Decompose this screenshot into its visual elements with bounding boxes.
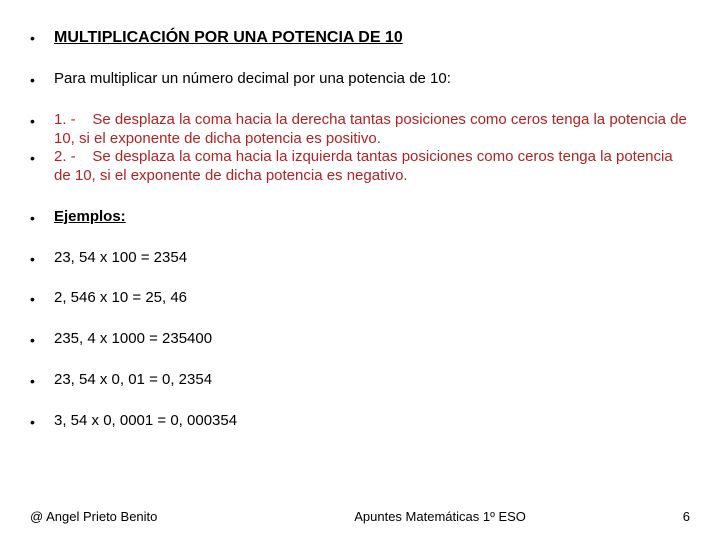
bullet-icon: • <box>30 330 54 349</box>
bullet-icon: • <box>30 371 54 390</box>
rule-item-1: • 1. - Se desplaza la coma hacia la dere… <box>30 111 690 149</box>
footer: @ Angel Prieto Benito Apuntes Matemática… <box>0 509 720 524</box>
bullet-list: • MULTIPLICACIÓN POR UNA POTENCIA DE 10 … <box>30 28 690 431</box>
bullet-icon: • <box>30 208 54 227</box>
example-item: • 23, 54 x 0, 01 = 0, 2354 <box>30 371 690 390</box>
slide-body: • MULTIPLICACIÓN POR UNA POTENCIA DE 10 … <box>0 0 720 431</box>
bullet-icon: • <box>30 412 54 431</box>
example-item: • 23, 54 x 100 = 2354 <box>30 249 690 268</box>
title-text: MULTIPLICACIÓN POR UNA POTENCIA DE 10 <box>54 28 690 48</box>
example-item: • 3, 54 x 0, 0001 = 0, 000354 <box>30 412 690 431</box>
example-text: 2, 546 x 10 = 25, 46 <box>54 289 690 308</box>
bullet-icon: • <box>30 289 54 308</box>
footer-center: Apuntes Matemáticas 1º ESO <box>157 509 682 524</box>
ejemplos-item: • Ejemplos: <box>30 208 690 227</box>
intro-item: • Para multiplicar un número decimal por… <box>30 70 690 89</box>
footer-author: @ Angel Prieto Benito <box>30 509 157 524</box>
example-text: 235, 4 x 1000 = 235400 <box>54 330 690 349</box>
example-text: 23, 54 x 100 = 2354 <box>54 249 690 268</box>
rule-item-2: • 2. - Se desplaza la coma hacia la izqu… <box>30 148 690 186</box>
footer-page: 6 <box>683 509 690 524</box>
example-item: • 235, 4 x 1000 = 235400 <box>30 330 690 349</box>
bullet-icon: • <box>30 28 54 47</box>
bullet-icon: • <box>30 148 54 167</box>
bullet-icon: • <box>30 111 54 130</box>
title-item: • MULTIPLICACIÓN POR UNA POTENCIA DE 10 <box>30 28 690 48</box>
example-item: • 2, 546 x 10 = 25, 46 <box>30 289 690 308</box>
intro-text: Para multiplicar un número decimal por u… <box>54 70 690 89</box>
rule1-text: 1. - Se desplaza la coma hacia la derech… <box>54 111 690 149</box>
example-text: 23, 54 x 0, 01 = 0, 2354 <box>54 371 690 390</box>
bullet-icon: • <box>30 70 54 89</box>
rule2-text: 2. - Se desplaza la coma hacia la izquie… <box>54 148 690 186</box>
ejemplos-label: Ejemplos: <box>54 208 690 227</box>
example-text: 3, 54 x 0, 0001 = 0, 000354 <box>54 412 690 431</box>
bullet-icon: • <box>30 249 54 268</box>
